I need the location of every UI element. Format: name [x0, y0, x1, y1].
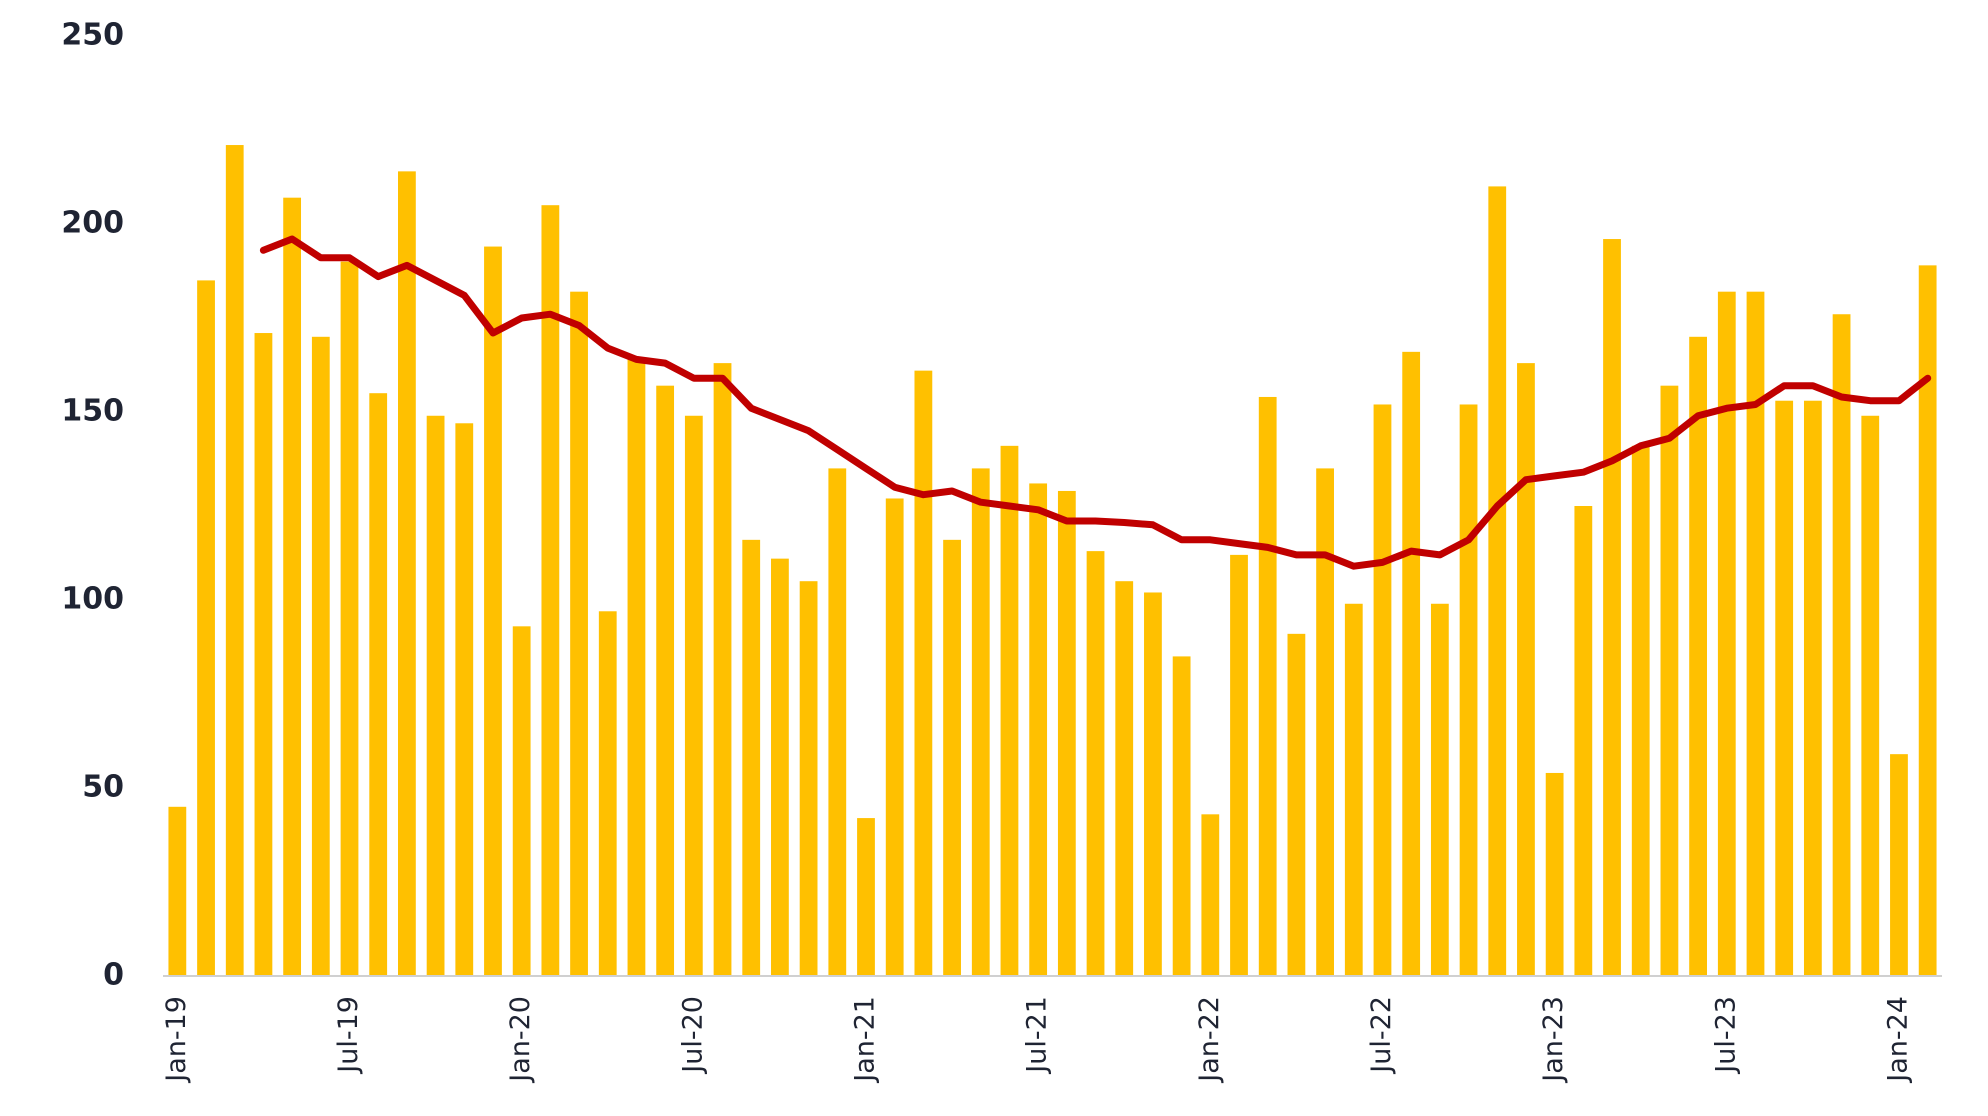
bar [684, 415, 703, 976]
y-tick-label: 150 [61, 394, 124, 429]
bar [1775, 400, 1794, 977]
bar [1717, 291, 1736, 976]
bar [1373, 404, 1392, 977]
x-tick-label: Jul-23 [1710, 996, 1741, 1075]
bar [1689, 336, 1707, 976]
bar [570, 291, 588, 976]
bar [1890, 754, 1908, 976]
x-tick-label: Jul-21 [1022, 996, 1053, 1075]
bar [1660, 385, 1679, 976]
bar [484, 246, 502, 976]
x-tick-label: Jul-20 [677, 996, 708, 1075]
bar [1832, 314, 1851, 976]
bar [340, 261, 359, 977]
bar [1316, 468, 1334, 976]
bar [1086, 551, 1105, 976]
bar [598, 611, 617, 976]
bar [1430, 603, 1449, 976]
bar [971, 468, 990, 976]
x-tick-label: Jan-23 [1538, 996, 1569, 1084]
bar [1000, 445, 1019, 977]
bar [885, 498, 904, 976]
bar [1287, 633, 1306, 976]
bar [1574, 506, 1593, 976]
x-tick-label: Jan-19 [161, 996, 192, 1084]
bar [828, 468, 847, 976]
y-tick-label: 50 [82, 770, 124, 805]
bar [197, 280, 215, 976]
bar [1488, 186, 1507, 976]
bar [1230, 554, 1248, 976]
bar [254, 333, 273, 976]
bar [1144, 592, 1162, 976]
bar [1172, 656, 1191, 976]
bar [1803, 400, 1822, 977]
bar [914, 370, 933, 976]
bar [1746, 291, 1765, 976]
bar [742, 539, 761, 976]
bar [1402, 351, 1421, 977]
bar [1603, 239, 1621, 977]
bar [311, 336, 330, 976]
x-tick-label: Jul-22 [1366, 996, 1397, 1075]
bar [455, 423, 474, 976]
x-tick-label: Jul-19 [333, 996, 364, 1075]
bar [627, 359, 646, 976]
bar [713, 363, 732, 976]
bar [1545, 772, 1564, 976]
bar [771, 558, 789, 976]
bar [857, 818, 875, 976]
x-tick-label: Jan-20 [505, 996, 536, 1084]
bar [426, 415, 445, 976]
y-tick-label: 200 [61, 206, 124, 241]
bar [1517, 363, 1535, 976]
bar [1201, 814, 1220, 976]
y-tick-label: 250 [61, 18, 124, 53]
bar [541, 205, 560, 976]
bar [398, 171, 416, 977]
bar [1029, 483, 1048, 976]
bar [1861, 415, 1880, 976]
bar [799, 581, 818, 976]
bar [369, 393, 388, 976]
bar [512, 626, 531, 976]
x-tick-label: Jan-24 [1882, 996, 1913, 1084]
bar [943, 539, 961, 976]
y-tick-label: 100 [61, 582, 124, 617]
x-tick-label: Jan-21 [849, 996, 880, 1084]
bar [656, 385, 675, 976]
bar [283, 197, 302, 976]
y-tick-label: 0 [103, 958, 124, 993]
bar [225, 145, 244, 977]
bar [1344, 603, 1363, 976]
bar [168, 806, 187, 976]
bar [1258, 396, 1277, 977]
bar [1918, 265, 1937, 976]
line [259, 235, 1932, 570]
bar [1631, 445, 1650, 977]
x-tick-label: Jan-22 [1194, 996, 1225, 1084]
bar [1057, 490, 1076, 976]
bar [1459, 404, 1478, 977]
bar [1115, 581, 1134, 976]
